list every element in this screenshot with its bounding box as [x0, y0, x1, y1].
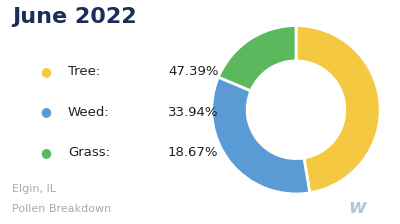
Text: Tree:: Tree:: [68, 65, 100, 78]
Text: ●: ●: [40, 146, 51, 159]
Text: w: w: [348, 198, 366, 217]
Text: 18.67%: 18.67%: [168, 146, 218, 159]
Text: ●: ●: [40, 65, 51, 78]
Text: Weed:: Weed:: [68, 106, 110, 118]
Wedge shape: [296, 26, 380, 193]
Text: Pollen Breakdown: Pollen Breakdown: [12, 204, 111, 214]
Text: Grass:: Grass:: [68, 146, 110, 159]
Wedge shape: [212, 77, 310, 194]
Text: 47.39%: 47.39%: [168, 65, 218, 78]
Text: ●: ●: [40, 106, 51, 118]
Text: Elgin, IL: Elgin, IL: [12, 184, 56, 194]
Text: June 2022: June 2022: [12, 7, 137, 27]
Wedge shape: [218, 26, 296, 91]
Text: 33.94%: 33.94%: [168, 106, 218, 118]
